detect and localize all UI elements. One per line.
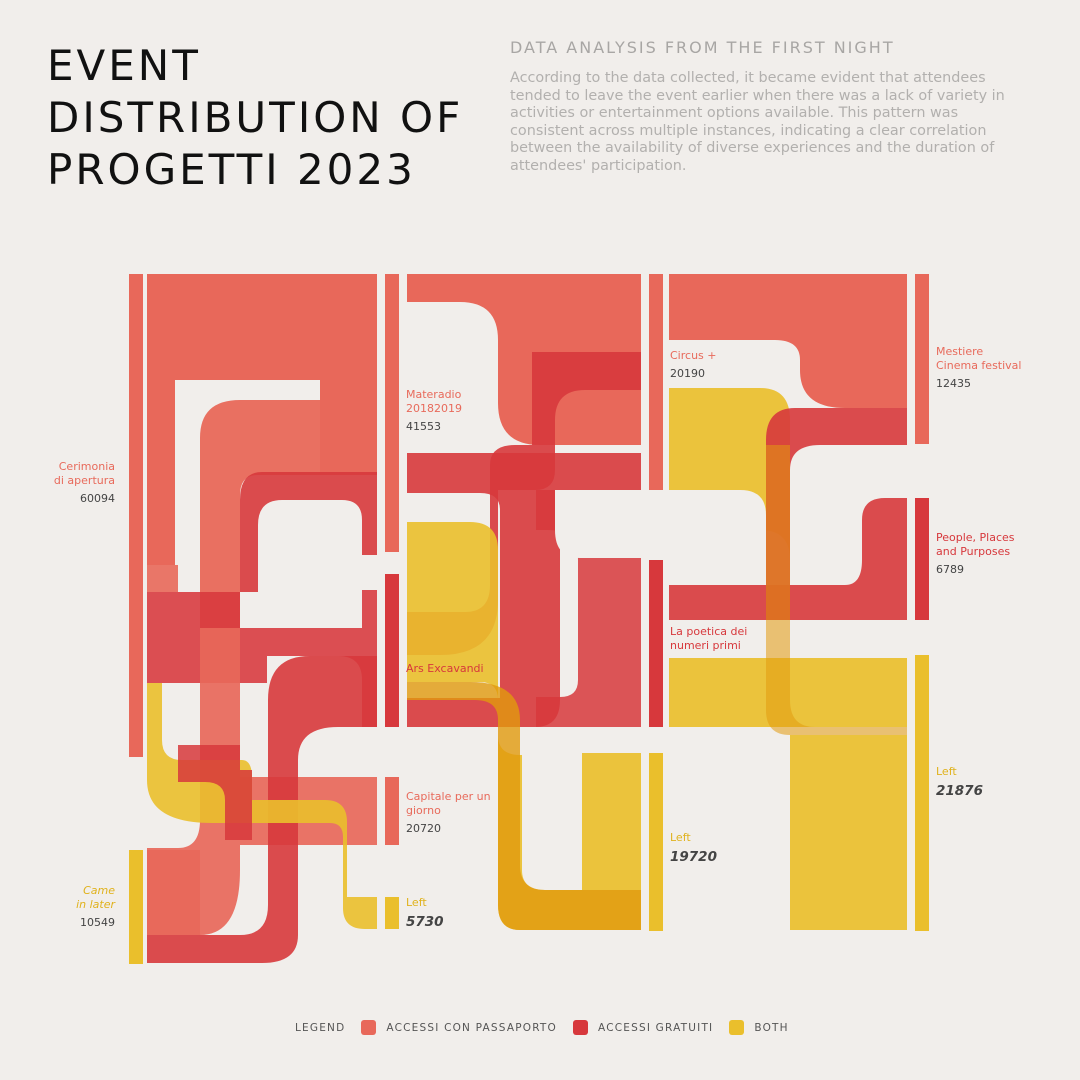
- flow-circus-left-curve: [766, 445, 907, 735]
- flow-ars-poetica: [407, 453, 641, 727]
- label-circus-value: 20190: [670, 367, 705, 380]
- flow-circus-mestiere: [669, 274, 907, 408]
- label-materadio-value: 41553: [406, 420, 441, 433]
- legend: LEGEND ACCESSI CON PASSAPORTO ACCESSI GR…: [295, 1020, 805, 1035]
- node-bar-ars: [385, 574, 399, 727]
- label-poetica-name: La poetica dei numeri primi: [670, 625, 748, 652]
- label-cerimonia-value: 60094: [80, 492, 115, 505]
- flow-cerimonia-ars-arc: [147, 656, 377, 963]
- flows-column-2: [407, 274, 641, 930]
- label-capitale-name: Capitale per un giorno: [406, 790, 491, 817]
- page-title: EVENT DISTRIBUTION OF PROGETTI 2023: [47, 41, 464, 194]
- node-bar-left1: [385, 897, 399, 929]
- flow-poetica-left: [407, 682, 641, 930]
- label-cerimonia: Cerimonia di apertura 60094: [40, 460, 115, 506]
- label-left2-name: Left: [670, 831, 691, 844]
- flow-people: [669, 498, 907, 620]
- label-capitale-value: 20720: [406, 822, 441, 835]
- label-left1-name: Left: [406, 896, 427, 909]
- flow-cerimonia-gratuiti-small: [178, 745, 252, 840]
- flow-cerimonia-capitale-down: [147, 628, 377, 935]
- label-left3-name: Left: [936, 765, 957, 778]
- node-bar-poetica: [649, 560, 663, 727]
- node-bar-left3: [915, 655, 929, 931]
- label-left2-value: 19720: [670, 849, 717, 865]
- node-bar-came-later: [129, 850, 143, 964]
- flow-cerimonia-ars: [240, 472, 377, 592]
- label-materadio-name: Materadio 20182019: [406, 388, 462, 415]
- label-came-later: Came in later 10549: [40, 884, 115, 930]
- label-circus-name: Circus +: [670, 349, 717, 362]
- flows-column-1: [147, 274, 377, 963]
- legend-label-passaporto: ACCESSI CON PASSAPORTO: [386, 1021, 558, 1034]
- label-left2: Left 19720: [670, 831, 717, 864]
- label-capitale: Capitale per un giorno 20720: [406, 790, 491, 836]
- node-bars: [129, 274, 929, 964]
- label-people-name: People, Places and Purposes: [936, 531, 1015, 558]
- flow-materadio-pink-band: [320, 380, 377, 475]
- flow-capitale-left: [582, 753, 641, 890]
- label-came-later-value: 10549: [80, 916, 115, 929]
- flow-ars-both: [407, 522, 641, 930]
- label-ars-name: Ars Excavandi: [406, 662, 484, 675]
- flow-circus-people: [545, 490, 766, 560]
- label-people-value: 6789: [936, 563, 964, 576]
- flow-cerimonia-materadio-2: [147, 274, 175, 565]
- label-cerimonia-name: Cerimonia di apertura: [53, 460, 115, 487]
- legend-item-both: BOTH: [729, 1020, 788, 1035]
- node-bar-left2: [649, 753, 663, 931]
- legend-item-gratuiti: ACCESSI GRATUITI: [573, 1020, 713, 1035]
- label-left3: Left 21876: [936, 765, 983, 798]
- label-mestiere: Mestiere Cinema festival 12435: [936, 345, 1021, 391]
- flows-column-3: [545, 274, 907, 930]
- legend-swatch-both: [729, 1020, 745, 1035]
- flow-came-later: [147, 850, 200, 935]
- legend-item-passaporto: ACCESSI CON PASSAPORTO: [361, 1020, 557, 1035]
- label-mestiere-value: 12435: [936, 377, 971, 390]
- label-materadio: Materadio 20182019 41553: [406, 388, 462, 434]
- legend-label-both: BOTH: [754, 1021, 789, 1034]
- flow-cerimonia-materadio: [147, 274, 377, 380]
- label-left1-value: 5730: [406, 914, 444, 930]
- legend-swatch-passaporto: [361, 1020, 377, 1035]
- label-ars: Ars Excavandi: [406, 662, 484, 676]
- flow-materadio-circus: [407, 274, 641, 445]
- label-poetica: La poetica dei numeri primi: [670, 625, 747, 653]
- flow-cerimonia-ars-band: [147, 590, 377, 727]
- node-bar-cerimonia: [129, 274, 143, 757]
- label-people: People, Places and Purposes 6789: [936, 531, 1015, 577]
- label-left3-value: 21876: [936, 783, 983, 799]
- node-bar-circus: [649, 274, 663, 493]
- node-bar-capitale: [385, 777, 399, 845]
- legend-title: LEGEND: [295, 1021, 346, 1034]
- label-circus: Circus + 20190: [670, 349, 716, 381]
- node-bar-people: [915, 498, 929, 620]
- label-came-later-name: Came in later: [76, 884, 115, 911]
- subtitle: DATA ANALYSIS FROM THE FIRST NIGHT: [510, 38, 895, 57]
- flow-cerimonia-capitale-big: [147, 565, 178, 592]
- legend-label-gratuiti: ACCESSI GRATUITI: [598, 1021, 714, 1034]
- description: According to the data collected, it beca…: [510, 70, 1005, 174]
- label-left1: Left 5730: [406, 896, 444, 929]
- label-mestiere-name: Mestiere Cinema festival: [936, 345, 1022, 372]
- node-bar-materadio: [385, 274, 399, 552]
- node-bar-mestiere: [915, 274, 929, 444]
- legend-swatch-gratuiti: [573, 1020, 589, 1035]
- flow-cerimonia-both: [147, 683, 377, 929]
